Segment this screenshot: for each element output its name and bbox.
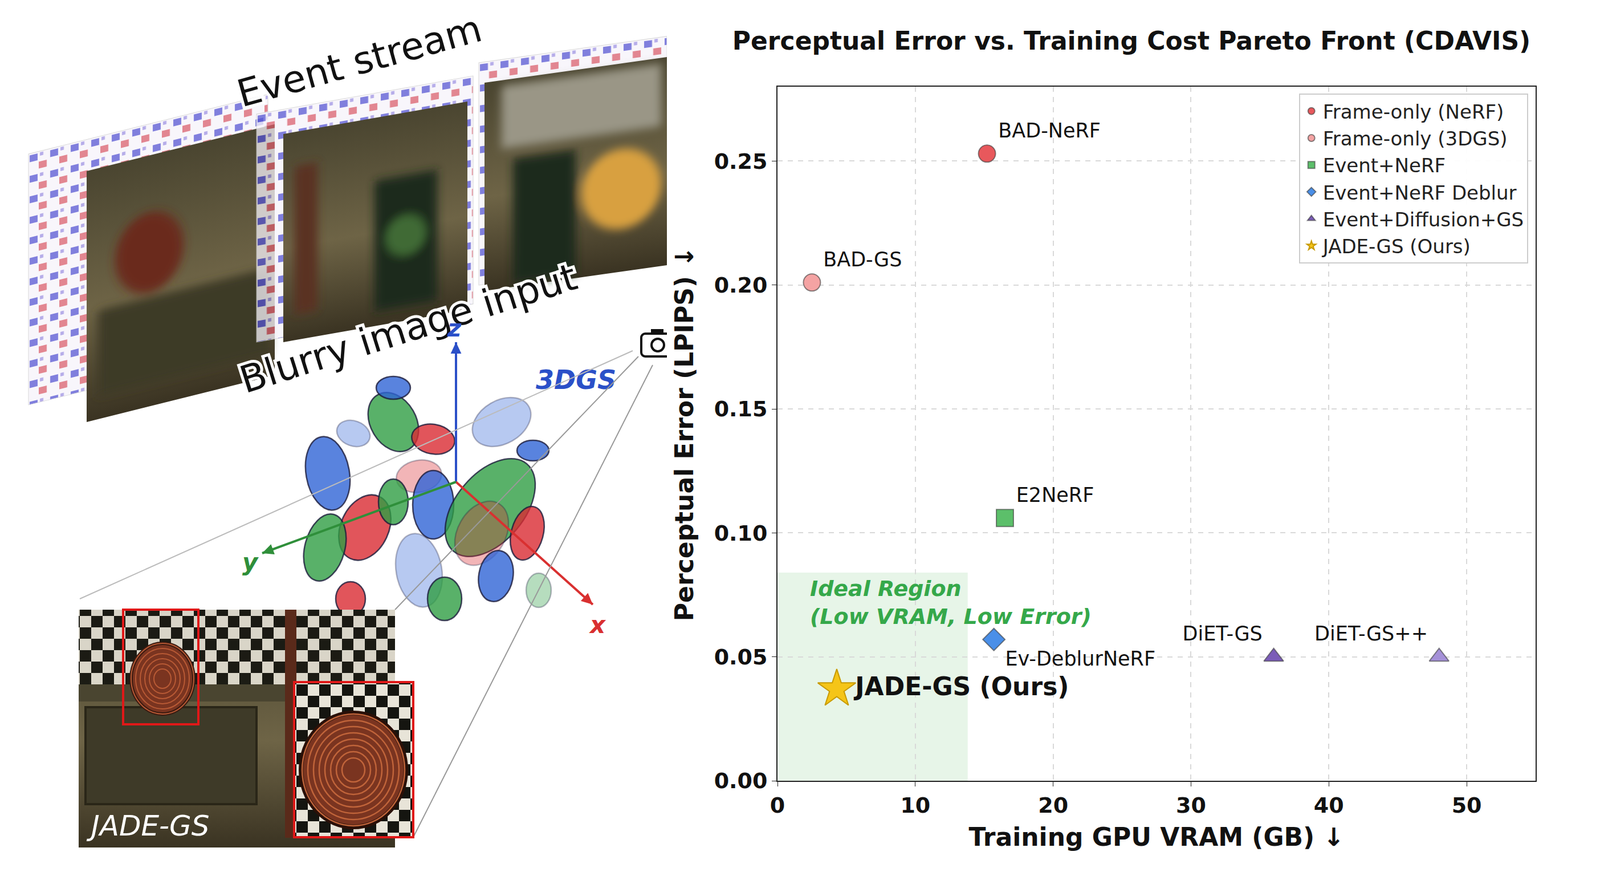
svg-text:30: 30 (1175, 792, 1207, 818)
svg-text:0.25: 0.25 (714, 148, 768, 174)
svg-text:Ideal Region(Low VRAM, Low Err: Ideal Region(Low VRAM, Low Error) (809, 575, 1092, 629)
svg-text:0.10: 0.10 (714, 520, 768, 546)
svg-text:Event+Diffusion+GS: Event+Diffusion+GS (1322, 208, 1524, 231)
svg-text:Event+NeRF Deblur: Event+NeRF Deblur (1322, 181, 1517, 205)
svg-text:JADE-GS (Ours): JADE-GS (Ours) (853, 671, 1069, 701)
svg-text:Blurry image input: Blurry image input (234, 254, 583, 402)
svg-text:0.05: 0.05 (714, 644, 768, 670)
svg-text:3DGS: 3DGS (535, 364, 617, 396)
svg-text:Perceptual Error (LPIPS) ↓: Perceptual Error (LPIPS) ↓ (669, 246, 699, 621)
svg-text:20: 20 (1037, 792, 1069, 818)
svg-text:0.20: 0.20 (714, 272, 768, 298)
svg-text:JADE-GS (Ours): JADE-GS (Ours) (1321, 234, 1471, 258)
svg-text:JADE-GS: JADE-GS (86, 808, 210, 842)
svg-text:Event stream: Event stream (232, 6, 487, 116)
svg-text:x: x (588, 610, 607, 639)
svg-text:0.00: 0.00 (714, 767, 768, 793)
svg-text:10: 10 (900, 792, 931, 818)
svg-text:Frame-only (3DGS): Frame-only (3DGS) (1322, 127, 1508, 150)
svg-text:40: 40 (1313, 792, 1345, 818)
svg-text:y: y (242, 547, 259, 576)
svg-text:E2NeRF: E2NeRF (1016, 483, 1095, 507)
svg-text:Training GPU VRAM (GB) ↓: Training GPU VRAM (GB) ↓ (969, 821, 1345, 852)
svg-text:0.15: 0.15 (714, 396, 768, 422)
svg-text:Ev-DeblurNeRF: Ev-DeblurNeRF (1004, 646, 1156, 670)
svg-text:DiET-GS++: DiET-GS++ (1314, 621, 1428, 645)
svg-text:DiET-GS: DiET-GS (1182, 621, 1263, 645)
svg-text:BAD-NeRF: BAD-NeRF (998, 119, 1101, 142)
svg-text:z: z (446, 314, 462, 343)
svg-text:Perceptual Error vs. Training: Perceptual Error vs. Training Cost Paret… (732, 26, 1531, 56)
svg-text:Event+NeRF: Event+NeRF (1322, 153, 1446, 177)
svg-text:BAD-GS: BAD-GS (823, 247, 902, 271)
svg-text:Frame-only (NeRF): Frame-only (NeRF) (1322, 100, 1505, 124)
svg-text:0: 0 (770, 792, 785, 818)
svg-text:50: 50 (1451, 792, 1483, 818)
